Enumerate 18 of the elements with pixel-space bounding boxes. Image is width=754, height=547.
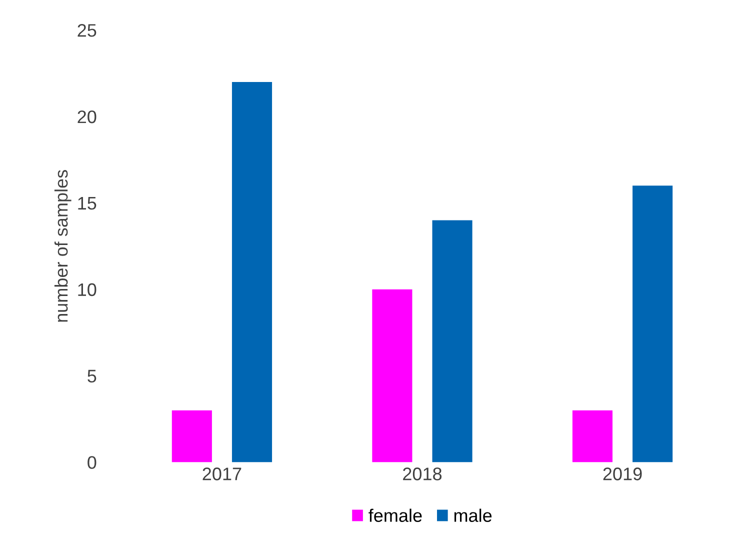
y-tick-label: 15 bbox=[78, 197, 96, 210]
y-tick-label: 20 bbox=[78, 110, 96, 124]
legend-label: female bbox=[368, 508, 422, 522]
bar bbox=[432, 220, 472, 462]
y-tick-label: 10 bbox=[78, 283, 96, 296]
bar bbox=[172, 410, 212, 462]
bar bbox=[372, 289, 412, 462]
legend-label: male bbox=[454, 508, 492, 522]
bar bbox=[572, 410, 613, 462]
x-tick-label: 2019 bbox=[603, 468, 642, 480]
y-tick-label: 25 bbox=[78, 24, 96, 37]
x-tick-label: 2018 bbox=[403, 468, 442, 480]
y-axis-title: number of samples bbox=[54, 170, 72, 322]
y-tick-label: 5 bbox=[88, 370, 96, 383]
x-tick-label: 2017 bbox=[202, 468, 242, 480]
bar bbox=[632, 186, 673, 462]
bar bbox=[232, 82, 272, 462]
y-tick-label: 0 bbox=[88, 456, 96, 469]
